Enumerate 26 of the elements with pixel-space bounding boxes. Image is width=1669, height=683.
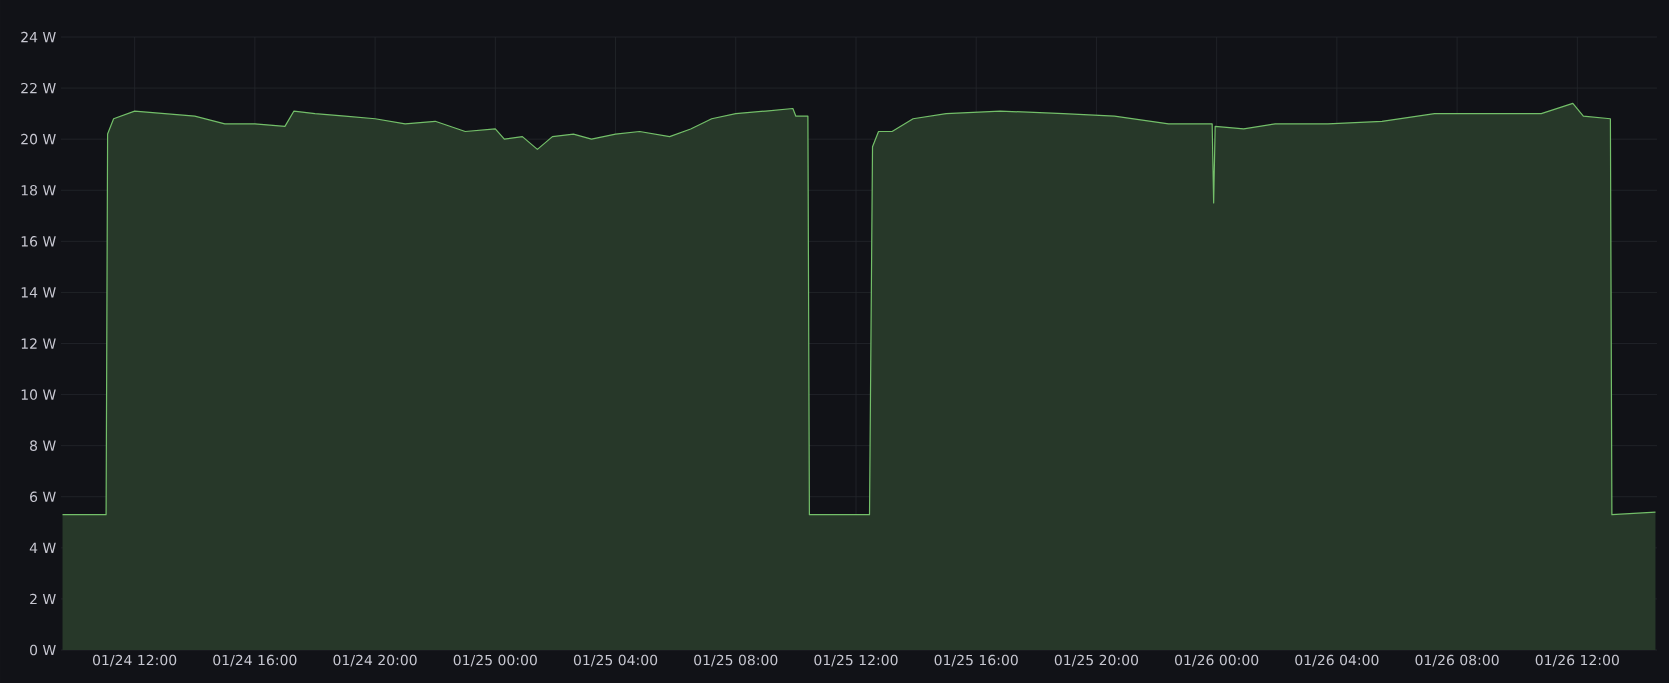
x-tick-label: 01/25 04:00	[573, 654, 658, 667]
y-tick-label: 18 W	[21, 184, 56, 196]
x-tick-label: 01/25 16:00	[934, 654, 1018, 667]
y-tick-label: 2 W	[30, 593, 56, 605]
x-tick-label: 01/26 12:00	[1535, 654, 1619, 667]
x-tick-label: 01/26 08:00	[1415, 654, 1499, 667]
y-tick-label: 10 W	[21, 389, 56, 400]
x-tick-label: 01/26 00:00	[1175, 654, 1259, 667]
x-tick-label: 01/25 08:00	[694, 654, 778, 667]
x-tick-label: 01/24 12:00	[93, 654, 177, 667]
y-tick-label: 24 W	[21, 31, 56, 43]
y-tick-label: 16 W	[21, 236, 56, 247]
y-tick-label: 14 W	[21, 287, 56, 298]
x-tick-label: 01/24 20:00	[333, 654, 417, 667]
y-tick-label: 0 W	[30, 644, 56, 656]
y-tick-label: 6 W	[30, 491, 56, 503]
x-tick-label: 01/25 12:00	[814, 654, 898, 667]
x-tick-label: 01/26 04:00	[1295, 654, 1379, 667]
y-tick-label: 22 W	[21, 82, 56, 94]
y-tick-label: 20 W	[21, 133, 56, 145]
x-tick-label: 01/25 20:00	[1054, 654, 1139, 667]
x-tick-label: 01/25 00:00	[453, 654, 537, 667]
y-tick-label: 8 W	[30, 440, 56, 451]
x-tick-label: 01/24 16:00	[213, 654, 297, 667]
y-tick-label: 4 W	[29, 542, 56, 553]
y-tick-label: 12 W	[21, 338, 56, 349]
